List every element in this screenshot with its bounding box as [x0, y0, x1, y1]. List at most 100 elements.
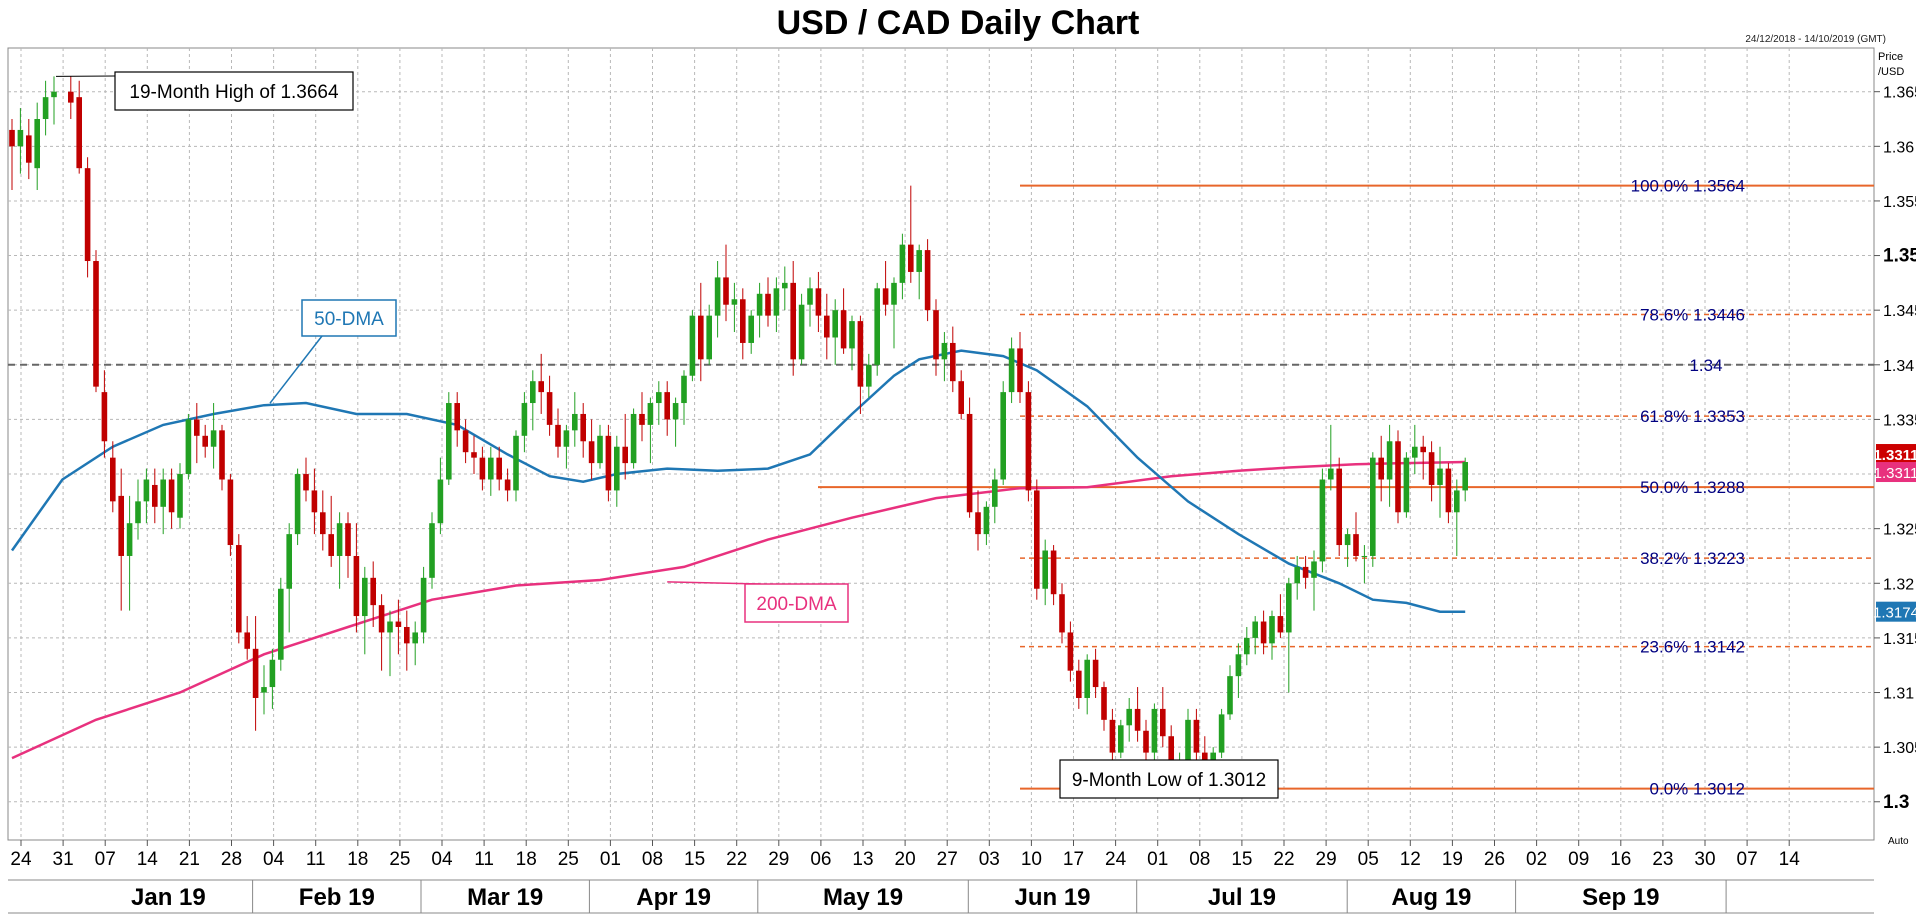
price-tag-bg — [1876, 462, 1916, 483]
candle-body — [227, 479, 234, 546]
x-week-label: 08 — [1189, 849, 1210, 870]
y-tick-label: 1.35 — [1883, 246, 1916, 267]
candle-body — [278, 588, 284, 660]
candle-body — [143, 479, 150, 502]
candle-body — [1143, 730, 1149, 753]
x-week-label: 04 — [431, 849, 453, 870]
candle-body — [1067, 632, 1074, 671]
price-tag-bg — [1876, 444, 1916, 465]
candle-body — [1168, 736, 1174, 775]
candle-body — [93, 261, 99, 387]
candle-body — [1428, 452, 1435, 485]
candle-body — [1109, 719, 1116, 753]
y-tick-label: 1.36 — [1883, 139, 1914, 156]
x-week-label: 24 — [10, 849, 32, 870]
candle-body — [555, 424, 561, 447]
x-week-label: 15 — [1231, 849, 1252, 870]
candle-body — [1252, 621, 1258, 638]
candle-body — [950, 342, 956, 382]
candle-body — [378, 605, 385, 633]
candle-body — [1353, 534, 1359, 556]
price-tag-label: 1.3174 — [1873, 605, 1916, 622]
price-tag-label: 1.3311 — [1873, 447, 1916, 464]
candle-body — [908, 244, 914, 272]
candle-body — [849, 321, 855, 349]
x-week-label: 13 — [852, 849, 873, 870]
axis-unit-label-1: Price — [1878, 51, 1903, 63]
candle-body — [983, 506, 990, 535]
candle-body — [1294, 566, 1300, 584]
candle-body — [269, 659, 276, 688]
candle-body — [126, 523, 133, 556]
x-week-label: 27 — [937, 849, 958, 870]
candle-body — [370, 577, 376, 606]
candle-body — [647, 403, 654, 425]
candle-body — [538, 381, 544, 393]
candle-body — [118, 495, 124, 556]
y-tick-label: 1.32 — [1883, 576, 1914, 593]
candle-body — [1328, 468, 1334, 480]
month-label: Aug 19 — [1391, 884, 1471, 911]
month-label: Jul 19 — [1208, 884, 1276, 911]
candle-body — [723, 277, 729, 305]
annotation-high-text: 19-Month High of 1.3664 — [129, 82, 339, 103]
candle-body — [252, 648, 259, 698]
candle-body — [420, 577, 427, 633]
candle-body — [815, 288, 822, 316]
candle-body — [110, 457, 116, 502]
y-tick-label: 1.325 — [1883, 522, 1916, 539]
candle-body — [924, 250, 931, 311]
x-week-label: 31 — [53, 849, 74, 870]
candle-body — [916, 250, 922, 272]
axis-unit-label-2: /USD — [1878, 66, 1904, 78]
fib-label: 0.0% 1.3012 — [1650, 780, 1745, 799]
candle-body — [51, 91, 57, 98]
candle-body — [1227, 676, 1233, 715]
date-range: 24/12/2018 - 14/10/2019 (GMT) — [1745, 34, 1886, 45]
x-week-label: 12 — [1400, 849, 1421, 870]
x-week-label: 03 — [979, 849, 1000, 870]
candle-body — [966, 413, 973, 513]
candle-body — [1269, 616, 1275, 644]
x-week-label: 14 — [1779, 849, 1801, 870]
x-week-label: 20 — [895, 849, 916, 870]
candle-body — [748, 315, 754, 343]
candle-body — [933, 310, 939, 360]
candle-body — [454, 403, 460, 431]
candle-body — [219, 430, 225, 480]
fib-label: 50.0% 1.3288 — [1640, 478, 1745, 497]
candle-body — [580, 413, 586, 442]
candle-body — [958, 381, 964, 414]
candle-body — [488, 457, 494, 480]
annotation-low-text: 9-Month Low of 1.3012 — [1072, 770, 1266, 791]
x-week-label: 08 — [642, 849, 663, 870]
month-label: Mar 19 — [467, 884, 543, 911]
candle-body — [412, 632, 418, 644]
x-week-label: 18 — [516, 849, 537, 870]
candle-body — [773, 288, 780, 316]
candle-body — [1336, 468, 1342, 546]
candle-body — [244, 632, 250, 649]
candle-body — [404, 626, 410, 644]
candle-body — [462, 430, 469, 453]
candle-body — [1017, 348, 1023, 393]
candle-body — [504, 479, 511, 491]
candle-body — [9, 129, 15, 147]
y-tick-label: 1.31 — [1883, 686, 1914, 703]
candle-body — [479, 457, 486, 480]
candle-body — [672, 403, 679, 420]
x-week-label: 07 — [95, 849, 116, 870]
candle-body — [1277, 616, 1284, 633]
candle-body — [101, 392, 108, 442]
fib-label: 100.0% 1.3564 — [1631, 177, 1745, 196]
candle-body — [1437, 468, 1443, 485]
candle-body — [1420, 446, 1426, 453]
candle-body — [975, 512, 981, 535]
x-week-label: 29 — [768, 849, 789, 870]
month-label: Sep 19 — [1582, 884, 1659, 911]
candle-body — [353, 555, 360, 617]
candle-body — [597, 435, 603, 464]
candle-body — [261, 687, 267, 693]
candle-body — [236, 545, 242, 633]
